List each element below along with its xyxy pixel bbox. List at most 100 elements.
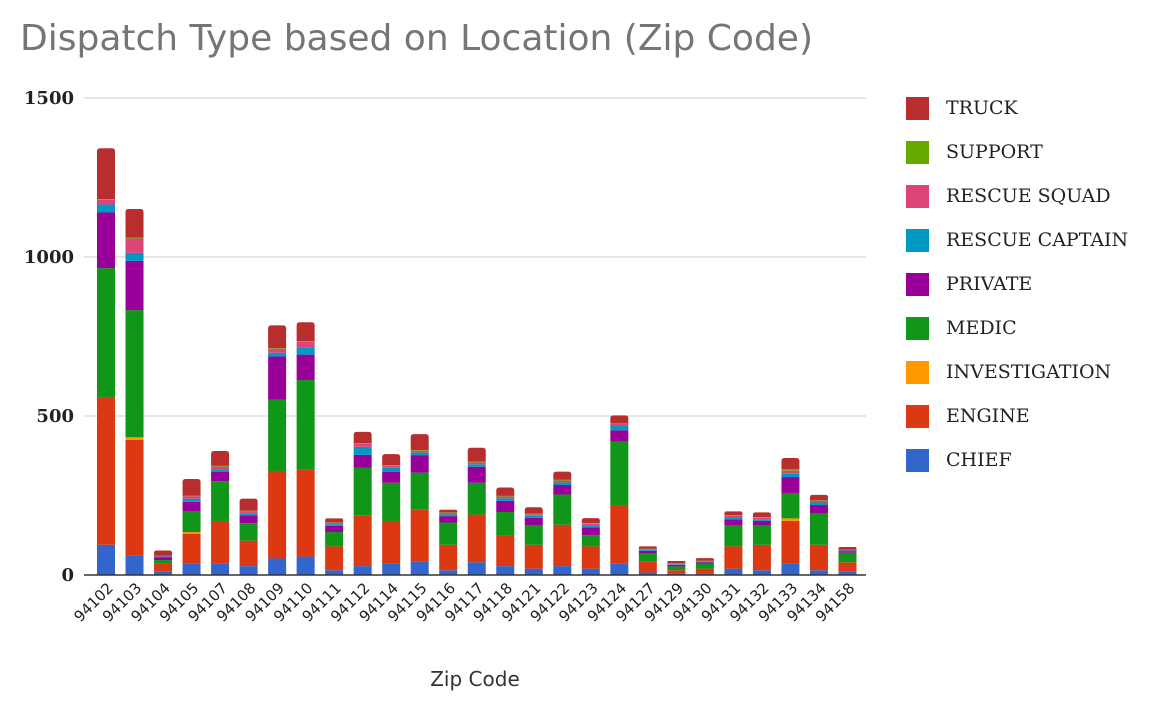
- bar-segment-engine: [125, 439, 144, 556]
- bar-segment-truck: [838, 547, 857, 550]
- bar-segment-support: [496, 495, 515, 497]
- bar-segment-rescue-squad: [667, 563, 686, 565]
- bar-segment-engine: [467, 514, 486, 563]
- bar-segment-private: [410, 455, 429, 473]
- bar-segment-support: [125, 237, 144, 239]
- bar-segment-rescue-captain: [325, 524, 344, 526]
- bar-segment-private: [524, 517, 543, 526]
- bar-segment-support: [268, 348, 287, 349]
- bar-segment-truck: [524, 507, 543, 514]
- legend-swatch: [906, 316, 929, 340]
- bar-segment-private: [695, 562, 714, 564]
- bar-segment-medic: [410, 472, 429, 510]
- bar-segment-rescue-squad: [239, 511, 258, 514]
- bar-segment-truck: [496, 487, 515, 496]
- bar-segment-private: [125, 260, 144, 311]
- bar-segment-truck: [638, 546, 657, 549]
- bar-segment-support: [610, 423, 629, 424]
- bar-segment-chief: [211, 563, 230, 575]
- bar-segment-medic: [695, 563, 714, 569]
- bar-segment-engine: [752, 544, 771, 571]
- bar-segment-chief: [581, 568, 600, 575]
- bar-segment-rescue-squad: [695, 561, 714, 562]
- bar-segment-medic: [296, 380, 315, 470]
- bar-segment-chief: [125, 555, 144, 575]
- bar-segment-rescue-captain: [553, 482, 572, 486]
- legend-swatch: [906, 228, 929, 252]
- bar-segment-private: [496, 500, 515, 513]
- bar-segment-rescue-squad: [809, 500, 828, 503]
- y-tick-label: 1500: [24, 88, 74, 109]
- chart-title: Dispatch Type based on Location (Zip Cod…: [20, 18, 814, 59]
- bar-segment-engine: [410, 509, 429, 562]
- legend-item-chief: CHIEF: [906, 438, 1128, 482]
- bar-segment-medic: [439, 522, 458, 545]
- bar-segment-truck: [154, 550, 173, 556]
- bar-segment-support: [838, 549, 857, 551]
- bar-segment-medic: [724, 525, 743, 547]
- bar-segment-private: [838, 551, 857, 553]
- bar-segment-engine: [695, 568, 714, 574]
- bar-segment-chief: [496, 566, 515, 575]
- legend-label: RESCUE SQUAD: [946, 185, 1111, 207]
- bar-segment-private: [439, 516, 458, 523]
- bar-segment-truck: [781, 457, 800, 470]
- bar-segment-private: [239, 515, 258, 524]
- bar-segment-support: [724, 515, 743, 516]
- bar-segment-rescue-squad: [581, 523, 600, 526]
- bar-segment-truck: [268, 325, 287, 349]
- bar-segment-support: [296, 341, 315, 342]
- bar-segment-truck: [97, 148, 115, 200]
- bar-segment-engine: [581, 546, 600, 569]
- bar-segment-rescue-squad: [524, 514, 543, 516]
- bar-segment-medic: [781, 492, 800, 519]
- bar-segment-chief: [182, 563, 201, 575]
- x-axis-label: Zip Code: [430, 667, 520, 691]
- bar-segment-support: [325, 522, 344, 523]
- bar-segment-investigation: [781, 518, 800, 521]
- bar-segment-rescue-captain: [695, 561, 714, 563]
- bar-segment-chief: [695, 573, 714, 575]
- bar-segment-chief: [325, 570, 344, 575]
- bar-segment-rescue-captain: [182, 498, 201, 502]
- y-tick-label: 1000: [24, 247, 74, 268]
- bar-segment-support: [182, 495, 201, 497]
- bar-segment-medic: [752, 525, 771, 545]
- bar-segment-medic: [268, 399, 287, 472]
- bar-segment-rescue-captain: [382, 467, 401, 472]
- bar-segment-medic: [667, 566, 686, 571]
- bar-segment-engine: [496, 535, 515, 567]
- bar-segment-private: [211, 471, 230, 482]
- legend-swatch: [906, 448, 929, 472]
- bar-segment-engine: [638, 561, 657, 573]
- bar-segment-support: [553, 479, 572, 481]
- bar-segment-truck: [809, 494, 828, 500]
- bar-segment-truck: [439, 509, 458, 513]
- legend-item-private: PRIVATE: [906, 262, 1128, 306]
- bar-segment-support: [211, 465, 230, 467]
- bar-segment-private: [353, 454, 372, 468]
- bar-segment-engine: [239, 540, 258, 567]
- bar-segment-truck: [467, 447, 486, 462]
- bar-segment-support: [382, 465, 401, 466]
- bar-segment-rescue-squad: [296, 341, 315, 348]
- bar-segment-private: [553, 485, 572, 495]
- bar-segment-engine: [97, 396, 115, 545]
- bar-segment-support: [439, 512, 458, 513]
- bar-segment-medic: [325, 532, 344, 547]
- bar-segment-rescue-captain: [410, 452, 429, 456]
- bar-segment-rescue-squad: [553, 480, 572, 483]
- bar-segment-engine: [553, 524, 572, 567]
- bar-segment-rescue-captain: [524, 515, 543, 518]
- legend-item-rescue-squad: RESCUE SQUAD: [906, 174, 1128, 218]
- bar-segment-support: [638, 548, 657, 550]
- bar-segment-rescue-squad: [724, 515, 743, 518]
- bar-segment-engine: [781, 520, 800, 564]
- bar-segment-private: [97, 212, 115, 269]
- bar-segment-rescue-captain: [610, 425, 629, 431]
- legend-item-support: SUPPORT: [906, 130, 1128, 174]
- legend-label: MEDIC: [946, 317, 1017, 339]
- bar-segment-rescue-captain: [296, 347, 315, 355]
- bar-segment-chief: [97, 544, 115, 575]
- bar-segment-engine: [838, 562, 857, 572]
